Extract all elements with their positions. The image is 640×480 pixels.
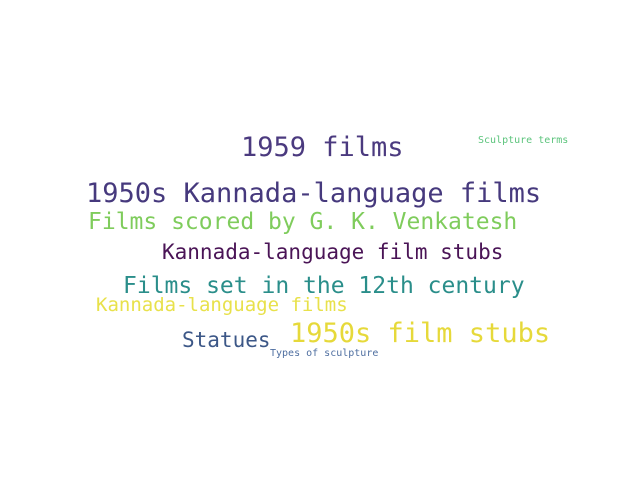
word-statues: Statues — [182, 328, 271, 352]
word-sculpture-terms: Sculpture terms — [478, 135, 569, 146]
word-1950s-kannada-language-films: 1950s Kannada-language films — [86, 178, 542, 209]
word-1959-films: 1959 films — [241, 132, 404, 163]
word-kannada-language-film-stubs: Kannada-language film stubs — [162, 240, 504, 264]
word-types-of-sculpture: Types of sculpture — [270, 348, 379, 359]
word-1950s-film-stubs: 1950s film stubs — [290, 318, 551, 349]
word-kannada-language-films: Kannada-language films — [96, 294, 348, 316]
word-films-set-in-12th-century: Films set in the 12th century — [123, 273, 525, 299]
word-films-scored-by-venkatesh: Films scored by G. K. Venkatesh — [88, 209, 518, 235]
